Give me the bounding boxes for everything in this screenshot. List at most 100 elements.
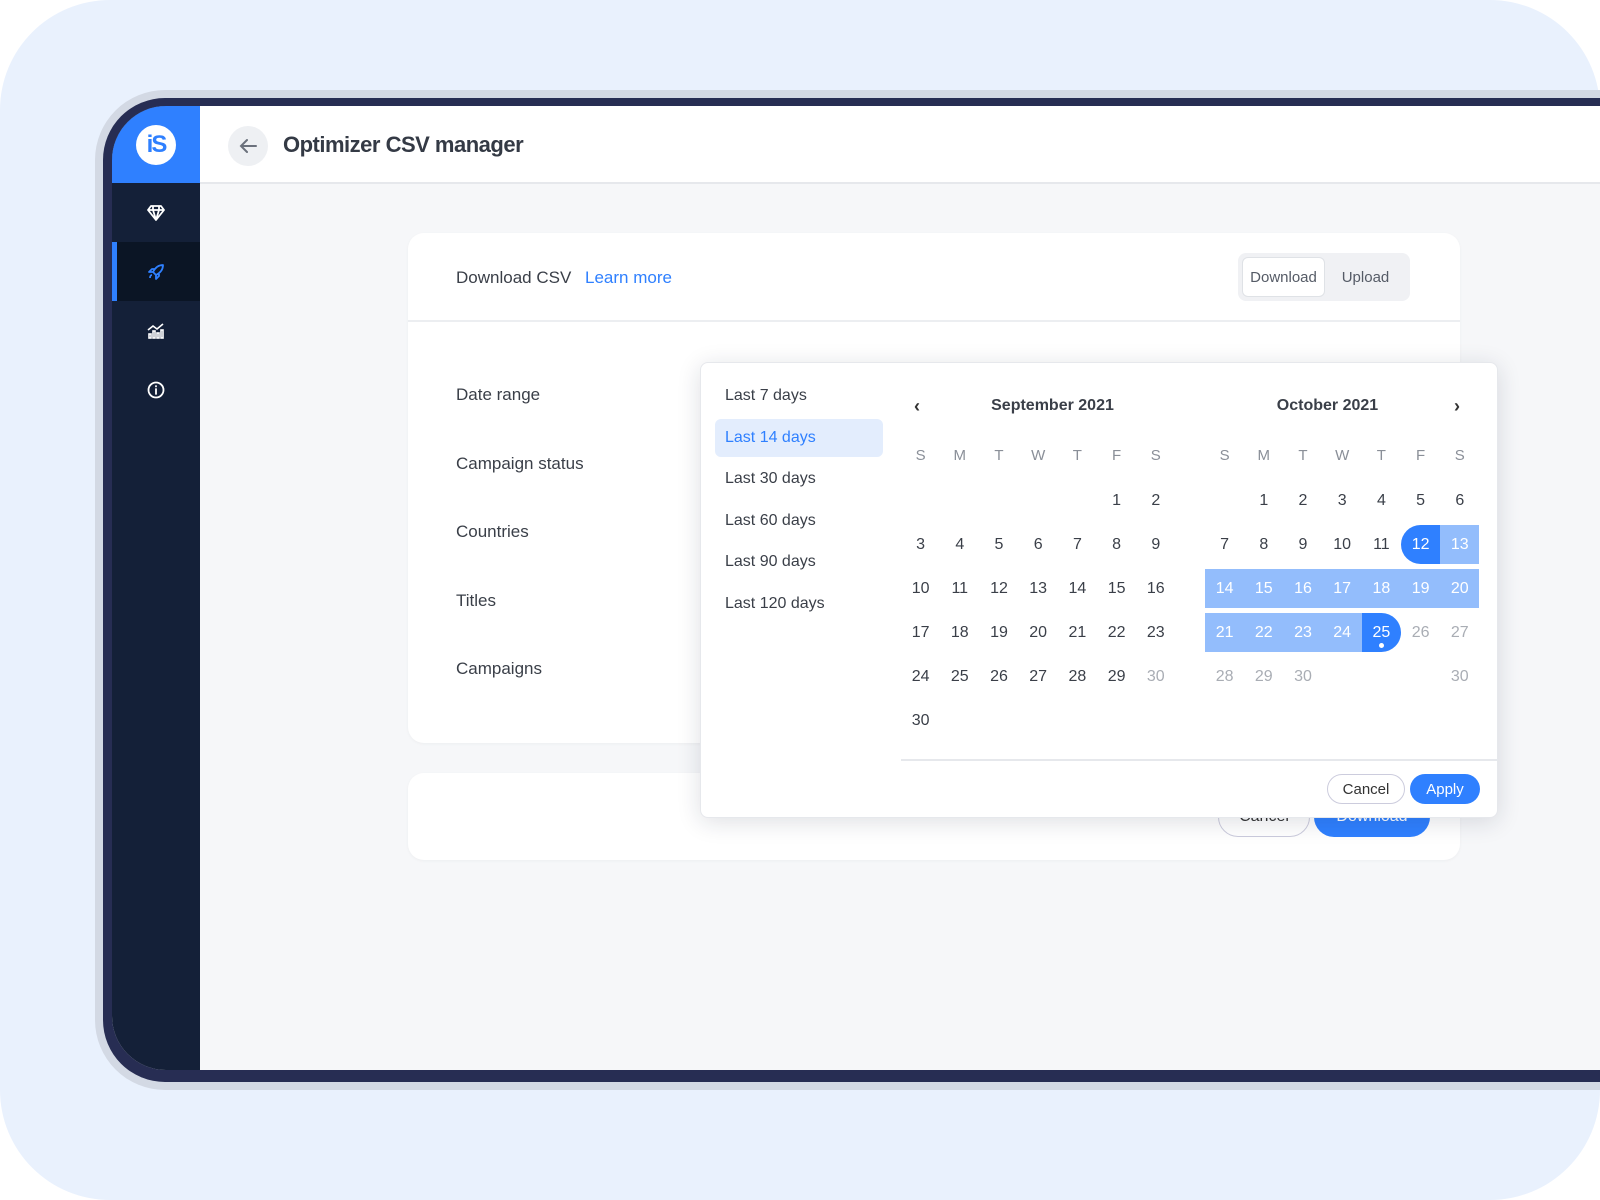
day-cell[interactable]: 3 xyxy=(1323,481,1362,520)
day-cell[interactable]: 19 xyxy=(1401,569,1441,608)
day-cell[interactable]: 23 xyxy=(1283,613,1323,652)
day-cell[interactable]: 30 xyxy=(1136,657,1175,696)
preset-option[interactable]: Last 60 days xyxy=(725,511,816,529)
day-cell[interactable]: 5 xyxy=(979,525,1018,564)
learn-more-link[interactable]: Learn more xyxy=(585,268,672,287)
chevron-right-icon: › xyxy=(1454,396,1460,416)
day-cell[interactable]: 30 xyxy=(1283,657,1322,696)
day-cell[interactable]: 11 xyxy=(1362,525,1401,564)
day-cell[interactable]: 19 xyxy=(979,613,1018,652)
day-cell[interactable]: 4 xyxy=(940,525,979,564)
day-cell[interactable]: 12 xyxy=(979,569,1018,608)
day-cell[interactable]: 6 xyxy=(1019,525,1058,564)
picker-footer-divider xyxy=(901,759,1497,761)
day-cell[interactable]: 10 xyxy=(1323,525,1362,564)
day-number: 21 xyxy=(1068,624,1087,641)
day-number: 1 xyxy=(1112,492,1122,509)
day-cell[interactable]: 27 xyxy=(1440,613,1479,652)
day-cell[interactable]: 14 xyxy=(1058,569,1097,608)
mode-toggle: Download Upload xyxy=(1238,253,1410,301)
day-cell[interactable]: 16 xyxy=(1136,569,1175,608)
day-cell[interactable]: 28 xyxy=(1205,657,1244,696)
tab-download[interactable]: Download xyxy=(1242,257,1325,297)
day-cell[interactable]: 27 xyxy=(1019,657,1058,696)
day-number: 18 xyxy=(1372,580,1391,597)
sidebar-item-info[interactable] xyxy=(112,360,200,419)
day-cell[interactable]: 17 xyxy=(1322,569,1362,608)
day-number: 4 xyxy=(955,536,965,553)
day-cell[interactable]: 11 xyxy=(940,569,979,608)
day-cell[interactable]: 7 xyxy=(1058,525,1097,564)
day-cell[interactable]: 9 xyxy=(1283,525,1322,564)
day-cell[interactable]: 10 xyxy=(901,569,940,608)
day-cell[interactable]: 26 xyxy=(1401,613,1440,652)
day-cell[interactable]: 25 xyxy=(940,657,979,696)
day-cell[interactable]: 29 xyxy=(1097,657,1136,696)
day-cell[interactable]: 20 xyxy=(1440,569,1480,608)
sidebar-item-rocket[interactable] xyxy=(112,242,200,301)
day-cell[interactable]: 22 xyxy=(1244,613,1284,652)
day-cell[interactable]: 2 xyxy=(1136,481,1175,520)
day-cell[interactable]: 14 xyxy=(1205,569,1245,608)
arrow-left-icon xyxy=(239,139,257,153)
day-cell[interactable]: 8 xyxy=(1244,525,1283,564)
day-cell[interactable]: 16 xyxy=(1283,569,1323,608)
day-cell[interactable]: 12 xyxy=(1401,525,1441,564)
preset-option[interactable]: Last 120 days xyxy=(725,594,825,612)
day-number: 5 xyxy=(994,536,1004,553)
apply-button[interactable]: Apply xyxy=(1410,774,1480,804)
day-number: 22 xyxy=(1254,624,1273,641)
tab-upload[interactable]: Upload xyxy=(1341,268,1390,286)
day-cell[interactable]: 13 xyxy=(1019,569,1058,608)
day-cell[interactable]: 2 xyxy=(1283,481,1322,520)
sidebar-item-diamond[interactable] xyxy=(112,183,200,242)
sidebar-item-analytics[interactable] xyxy=(112,301,200,360)
day-cell[interactable]: 9 xyxy=(1136,525,1175,564)
day-cell[interactable]: 4 xyxy=(1362,481,1401,520)
day-cell[interactable]: 20 xyxy=(1019,613,1058,652)
day-cell[interactable]: 21 xyxy=(1205,613,1245,652)
day-cell[interactable]: 30 xyxy=(1440,657,1479,696)
day-cell[interactable]: 18 xyxy=(1361,569,1401,608)
day-cell[interactable]: 23 xyxy=(1136,613,1175,652)
day-number: 17 xyxy=(1333,580,1352,597)
day-cell[interactable]: 1 xyxy=(1097,481,1136,520)
day-cell[interactable]: 25 xyxy=(1361,613,1401,652)
day-cell[interactable]: 30 xyxy=(901,701,940,740)
preset-option[interactable]: Last 14 days xyxy=(715,418,883,457)
day-number: 24 xyxy=(1333,624,1352,641)
preset-option[interactable]: Last 30 days xyxy=(725,470,816,488)
day-cell[interactable]: 15 xyxy=(1097,569,1136,608)
logo[interactable]: iS xyxy=(136,124,176,165)
day-cell[interactable]: 8 xyxy=(1097,525,1136,564)
preset-option[interactable]: Last 90 days xyxy=(725,553,816,571)
preset-option[interactable]: Last 7 days xyxy=(725,387,807,404)
back-button[interactable] xyxy=(228,126,268,166)
day-cell[interactable]: 24 xyxy=(901,657,940,696)
month-title-september: September 2021 xyxy=(991,397,1114,414)
day-cell[interactable]: 26 xyxy=(979,657,1018,696)
day-cell[interactable]: 28 xyxy=(1058,657,1097,696)
logo-area: iS xyxy=(112,106,200,183)
day-cell[interactable]: 6 xyxy=(1440,481,1479,520)
day-number: 7 xyxy=(1220,536,1230,553)
day-cell[interactable]: 22 xyxy=(1097,613,1136,652)
day-cell[interactable]: 18 xyxy=(940,613,979,652)
day-cell[interactable]: 1 xyxy=(1244,481,1283,520)
day-cell[interactable]: 15 xyxy=(1244,569,1284,608)
day-cell[interactable]: 17 xyxy=(901,613,940,652)
day-cell[interactable]: 21 xyxy=(1058,613,1097,652)
next-month-button[interactable]: › xyxy=(1454,396,1460,417)
date-range-picker: Last 7 days Last 14 days Last 30 days Last … xyxy=(700,362,1498,818)
day-cell[interactable]: 24 xyxy=(1322,613,1362,652)
day-number: 12 xyxy=(1411,536,1430,553)
day-cell[interactable]: 13 xyxy=(1440,525,1480,564)
day-cell[interactable]: 3 xyxy=(901,525,940,564)
day-cell[interactable]: 5 xyxy=(1401,481,1440,520)
day-number: 6 xyxy=(1455,492,1465,509)
day-cell[interactable]: 29 xyxy=(1244,657,1283,696)
prev-month-button[interactable]: ‹ xyxy=(914,396,920,417)
picker-cancel-button[interactable]: Cancel xyxy=(1327,774,1405,804)
day-cell[interactable]: 7 xyxy=(1205,525,1244,564)
weekday-header: W xyxy=(1031,447,1046,464)
